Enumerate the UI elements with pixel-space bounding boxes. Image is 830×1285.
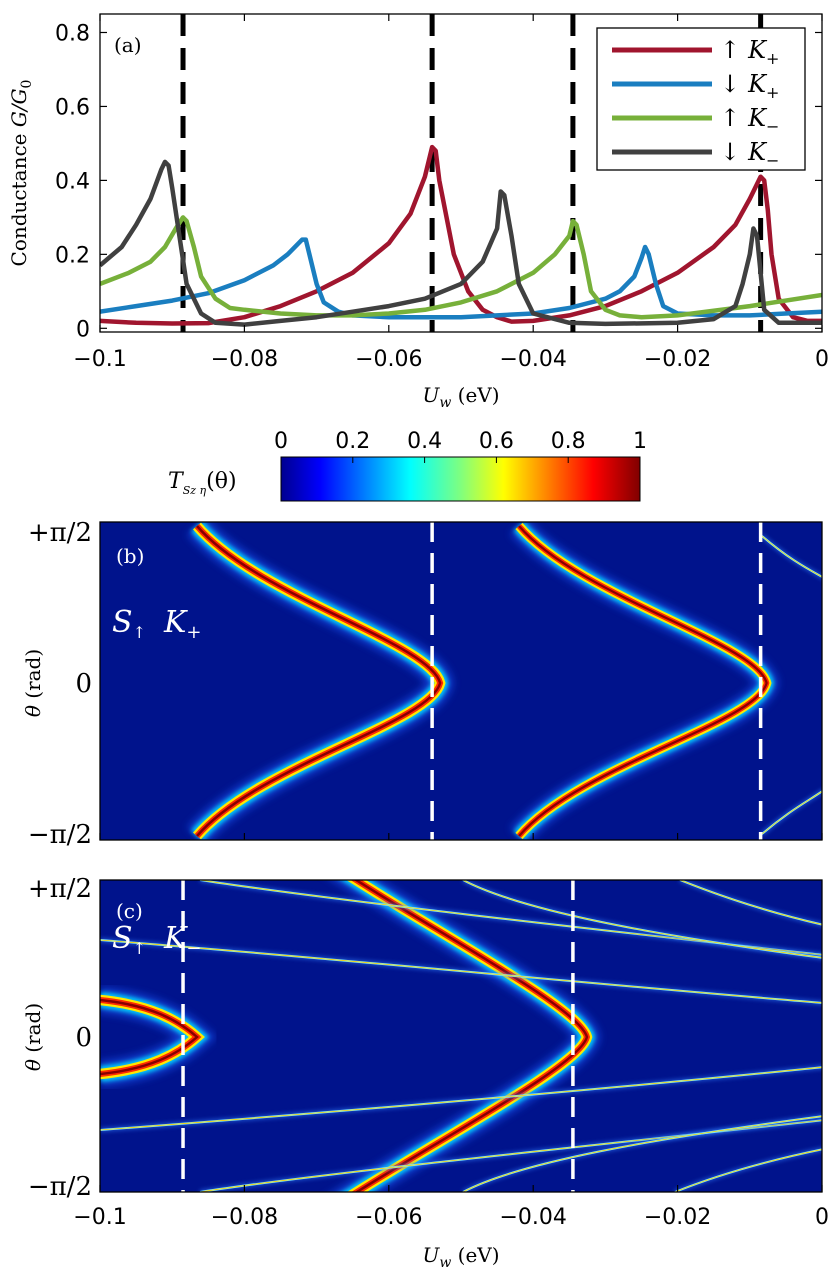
panel-b-y-tick-label: −π/2 (28, 820, 92, 850)
colorbar-tick-label: 0.2 (335, 429, 370, 454)
legend-entry: ↓ K− (720, 138, 779, 170)
x-tick-label: −0.06 (355, 347, 422, 372)
panel-a-tag: (a) (114, 33, 142, 57)
panel-c-y-tick-label: +π/2 (28, 874, 92, 904)
colorbar-tick-label: 0.4 (407, 429, 442, 454)
panel-b-tag: (b) (116, 544, 144, 568)
panel-c-x-tick-label: −0.04 (499, 1205, 566, 1230)
colorbar-tick-label: 1 (633, 429, 647, 454)
colorbar-tick-label: 0 (274, 429, 288, 454)
x-tick-label: 0 (815, 347, 829, 372)
panel-c-x-tick-label: −0.08 (211, 1205, 278, 1230)
y-tick-label: 0.4 (55, 169, 90, 194)
panel-b-ylabel: θ (rad) (21, 649, 45, 717)
series-line-2 (100, 215, 822, 320)
colorbar-tick-label: 0.6 (479, 429, 514, 454)
panel-c-xlabel: Uw (eV) (422, 1243, 499, 1271)
x-tick-label: −0.04 (499, 347, 566, 372)
x-tick-label: −0.08 (211, 347, 278, 372)
legend: ↑ K+↓ K+↑ K−↓ K− (596, 27, 806, 171)
y-tick-label: 0.8 (55, 21, 90, 46)
panel-c-x-tick-label: 0 (815, 1205, 829, 1230)
x-tick-label: −0.02 (644, 347, 711, 372)
c-line-top3-core (679, 880, 822, 925)
c-line-top2-core (462, 880, 822, 959)
panel-c-ylabel: θ (rad) (21, 1003, 45, 1071)
x-tick-label: −0.1 (73, 347, 126, 372)
y-tick-label: 0.2 (55, 243, 90, 268)
b-ridge-2-core (518, 525, 768, 837)
c-line-bot2-core (462, 1115, 822, 1192)
panel-b-spin-label: S↑ K+ (112, 605, 201, 643)
colorbar: 0 0.2 0.4 0.6 0.8 1 TSz η(θ) (168, 429, 647, 502)
legend-entry: ↓ K+ (720, 70, 779, 102)
panel-c-tag: (c) (116, 899, 143, 923)
y-tick-label: 0.6 (55, 95, 90, 120)
panel-c-y-tick-label: −π/2 (28, 1172, 92, 1202)
legend-entry: ↑ K− (720, 104, 779, 136)
panel-c-x-tick-label: −0.06 (355, 1205, 422, 1230)
transmission-panel-b: +π/2 0 −π/2 (b) S↑ K+ θ (rad) (21, 518, 823, 850)
b-corner-bot-core (761, 790, 822, 835)
b-corner-top-core (761, 535, 822, 578)
c-ridge-2-core (353, 880, 589, 1192)
panel-c-x-tick-label: −0.1 (73, 1205, 126, 1230)
conductance-panel: −0.1 −0.08 −0.06 −0.04 −0.02 0 00.20.40.60.8 … (7, 13, 829, 411)
panel-a-ylabel: Conductance G/G0 (7, 80, 35, 267)
y-tick-label: 0 (76, 317, 90, 342)
legend-entry: ↑ K+ (720, 36, 779, 68)
c-line-upper-core (100, 939, 822, 1004)
c-line-lower-core (100, 1066, 822, 1131)
c-line-bot3-core (674, 1149, 822, 1192)
transmission-panel-c: +π/20−π/2 −0.1 −0.08 −0.06 −0.04 −0.02 0 (c) … (21, 874, 829, 1271)
b-ridge-1-core (196, 525, 442, 837)
panel-b-y-tick-label: 0 (75, 669, 92, 699)
panel-c-spin-label: S↑ K− (112, 921, 201, 959)
colorbar-label: TSz η(θ) (168, 469, 237, 497)
panel-c-y-tick-label: 0 (75, 1023, 92, 1053)
colorbar-tick-label: 0.8 (551, 429, 586, 454)
panel-b-y-tick-label: +π/2 (28, 518, 92, 548)
panel-c-x-tick-label: −0.02 (644, 1205, 711, 1230)
series-line-3 (100, 159, 822, 327)
panel-a-xlabel: Uw (eV) (422, 383, 499, 411)
c-ridge-1-core (100, 998, 199, 1076)
series-line-1 (100, 237, 822, 320)
